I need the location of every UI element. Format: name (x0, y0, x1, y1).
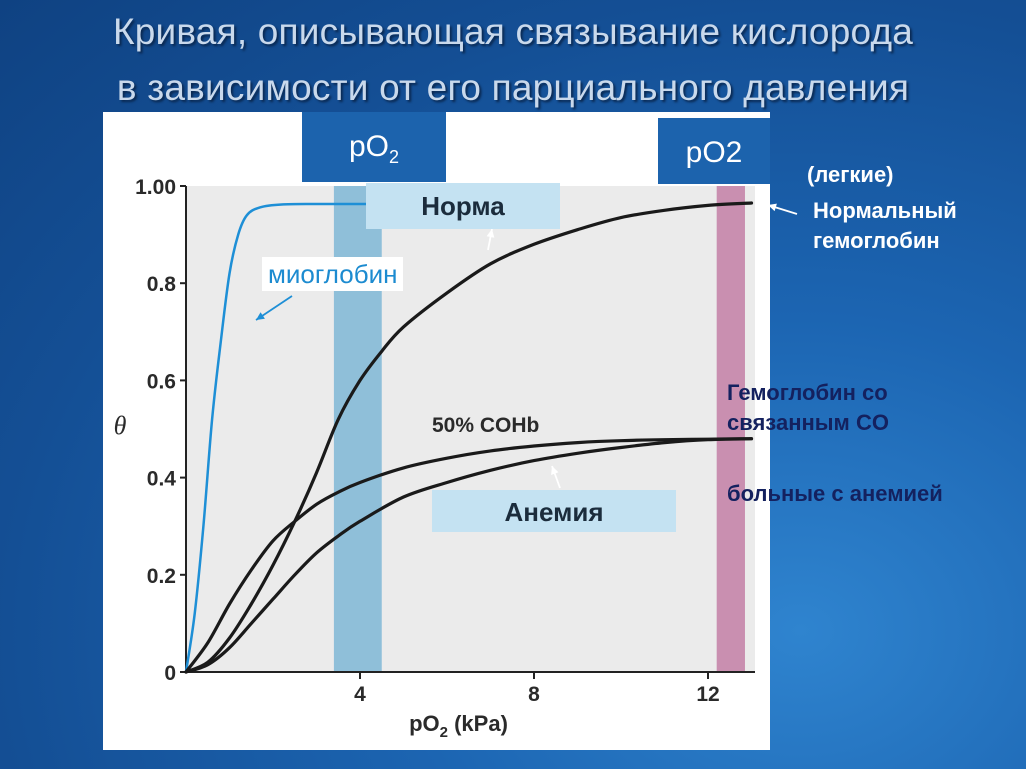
lungs-note: (легкие) (807, 160, 894, 190)
normal-hb-pointer-head (768, 203, 777, 212)
po2-tissue-header: pO2 (302, 112, 446, 182)
x-tick-label: 12 (696, 683, 719, 706)
y-tick-label: 0.6 (147, 370, 176, 393)
myoglobin-pointer-head (256, 312, 265, 320)
x-axis-label: pO2 (kPa) (409, 711, 508, 741)
anemia-patients-text: больные с анемией (727, 481, 943, 506)
po2-tissue-header-base: pO (348, 130, 389, 163)
anemia-pointer-head (551, 466, 559, 475)
y-tick-label: 0.2 (147, 565, 176, 588)
y-tick-label: 0.4 (147, 468, 177, 491)
co-hb-line1: Гемоглобин со (727, 380, 888, 405)
lung-po2-band (716, 186, 745, 672)
normal-hb-line1: Нормальный (813, 198, 957, 223)
x-tick-label: 4 (354, 683, 366, 706)
y-tick-label: 0.8 (147, 273, 177, 296)
anemia-curve (184, 437, 754, 674)
normal-hb-line2: гемоглобин (813, 228, 940, 253)
normal-hb-note: Нормальный гемоглобин (813, 196, 957, 256)
myoglobin-label-text: миоглобин (268, 259, 398, 289)
po2-lung-header: pO2 (658, 118, 770, 184)
lungs-note-text: (легкие) (807, 162, 894, 187)
co-hb-note: Гемоглобин со связанным CO (727, 378, 889, 438)
po2-lung-header-text: pO2 (685, 136, 743, 169)
po2-tissue-header-sub: 2 (389, 147, 400, 167)
cohb-curve (184, 437, 754, 674)
norma-pointer-head (486, 229, 495, 238)
anemia-label-text: Анемия (504, 497, 604, 527)
title-line-2: в зависимости от его парциального давлен… (116, 67, 910, 108)
norma-label: Норма (366, 183, 560, 229)
y-axis-label: θ (114, 411, 127, 440)
y-tick-label: 0 (164, 662, 176, 685)
cohb-curve-label: 50% COHb (432, 414, 539, 437)
y-tick-label: 1.00 (135, 176, 176, 199)
myoglobin-curve (184, 202, 370, 674)
slide-title: Кривая, описывающая связывание кислорода… (0, 4, 1026, 116)
norma-label-text: Норма (421, 191, 505, 221)
anemia-label: Анемия (432, 490, 676, 532)
x-tick-label: 8 (528, 683, 540, 706)
title-line-1: Кривая, описывающая связывание кислорода (112, 11, 914, 52)
co-hb-line2: связанным CO (727, 410, 889, 435)
normal-curve (184, 201, 754, 674)
anemia-patients-note: больные с анемией (727, 479, 943, 509)
myoglobin-label: миоглобин (262, 257, 404, 291)
